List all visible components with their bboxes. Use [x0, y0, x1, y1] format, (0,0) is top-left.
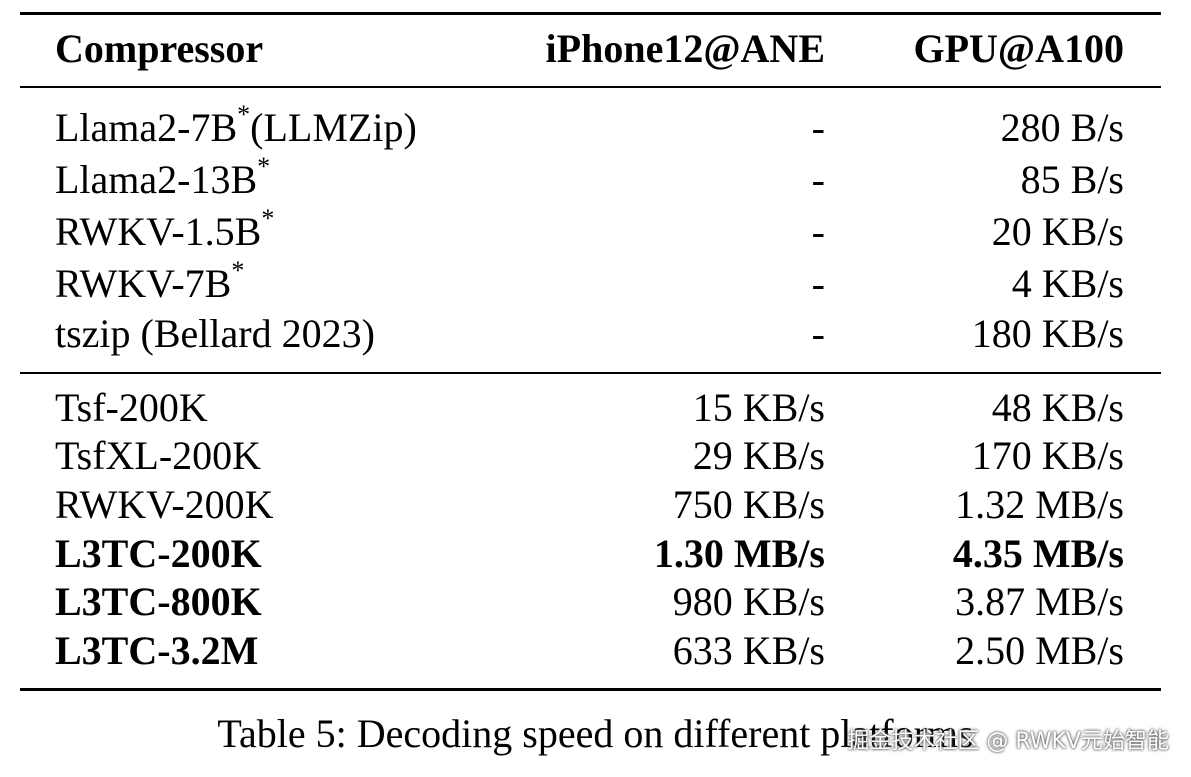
gpu-speed: 180 KB/s: [971, 311, 1124, 356]
ane-speed: -: [811, 105, 825, 150]
compressor-name: L3TC-800K: [55, 579, 262, 624]
gpu-speed: 3.87 MB/s: [955, 579, 1124, 624]
ane-speed: 29 KB/s: [692, 433, 825, 478]
compressor-name: tszip (Bellard 2023): [55, 311, 375, 356]
table-caption: Table 5: Decoding speed on different pla…: [217, 711, 974, 756]
compressor-name: L3TC-200K: [55, 531, 262, 576]
ane-speed: -: [811, 261, 825, 306]
table-row: Llama2-13B* - 85 B/s: [0, 151, 1191, 204]
footnote-star: *: [237, 99, 251, 129]
compressor-name: RWKV-7B*: [55, 255, 245, 306]
table-header-row: Compressor iPhone12@ANE GPU@A100: [0, 25, 1191, 73]
table-row: L3TC-3.2M 633 KB/s 2.50 MB/s: [0, 627, 1191, 675]
header-gpu-a100: GPU@A100: [913, 26, 1124, 71]
table-row: RWKV-1.5B* - 20 KB/s: [0, 203, 1191, 256]
gpu-speed: 2.50 MB/s: [955, 628, 1124, 673]
footnote-star: *: [257, 151, 271, 181]
table-row: Llama2-7B*(LLMZip) - 280 B/s: [0, 99, 1191, 152]
ane-speed: 750 KB/s: [672, 482, 825, 527]
header-compressor: Compressor: [55, 26, 264, 71]
gpu-speed: 4.35 MB/s: [952, 531, 1124, 576]
ane-speed: -: [811, 311, 825, 356]
compressor-name: RWKV-1.5B*: [55, 203, 275, 254]
compressor-name: Llama2-13B*: [55, 151, 271, 202]
ane-speed: -: [811, 209, 825, 254]
compressor-name: Tsf-200K: [55, 385, 208, 430]
footnote-star: *: [261, 203, 275, 233]
table-row: RWKV-7B* - 4 KB/s: [0, 255, 1191, 308]
gpu-speed: 170 KB/s: [971, 433, 1124, 478]
compressor-name: Llama2-7B*(LLMZip): [55, 99, 417, 150]
table-row: Tsf-200K 15 KB/s 48 KB/s: [0, 384, 1191, 432]
compressor-name: TsfXL-200K: [55, 433, 262, 478]
table-row: L3TC-200K 1.30 MB/s 4.35 MB/s: [0, 530, 1191, 578]
gpu-speed: 1.32 MB/s: [955, 482, 1124, 527]
table-top-rule: [20, 12, 1161, 15]
header-iphone12-ane: iPhone12@ANE: [545, 26, 825, 71]
gpu-speed: 280 B/s: [1000, 105, 1124, 150]
watermark: 掘金技术社区 @ RWKV元始智能: [847, 729, 1169, 754]
gpu-speed: 20 KB/s: [991, 209, 1124, 254]
table-bottom-rule: [20, 688, 1161, 691]
ane-speed: 1.30 MB/s: [653, 531, 825, 576]
table-header-rule: [20, 86, 1161, 88]
table-group-rule: [20, 372, 1161, 374]
table-row: TsfXL-200K 29 KB/s 170 KB/s: [0, 432, 1191, 480]
ane-speed: 633 KB/s: [672, 628, 825, 673]
gpu-speed: 85 B/s: [1020, 157, 1124, 202]
compressor-name: L3TC-3.2M: [55, 628, 259, 673]
ane-speed: 15 KB/s: [692, 385, 825, 430]
compressor-name: RWKV-200K: [55, 482, 274, 527]
footnote-star: *: [231, 255, 245, 285]
table-row: RWKV-200K 750 KB/s 1.32 MB/s: [0, 481, 1191, 529]
gpu-speed: 4 KB/s: [1011, 261, 1124, 306]
gpu-speed: 48 KB/s: [991, 385, 1124, 430]
ane-speed: -: [811, 157, 825, 202]
ane-speed: 980 KB/s: [672, 579, 825, 624]
table-row: L3TC-800K 980 KB/s 3.87 MB/s: [0, 578, 1191, 626]
table-row: tszip (Bellard 2023) - 180 KB/s: [0, 310, 1191, 358]
